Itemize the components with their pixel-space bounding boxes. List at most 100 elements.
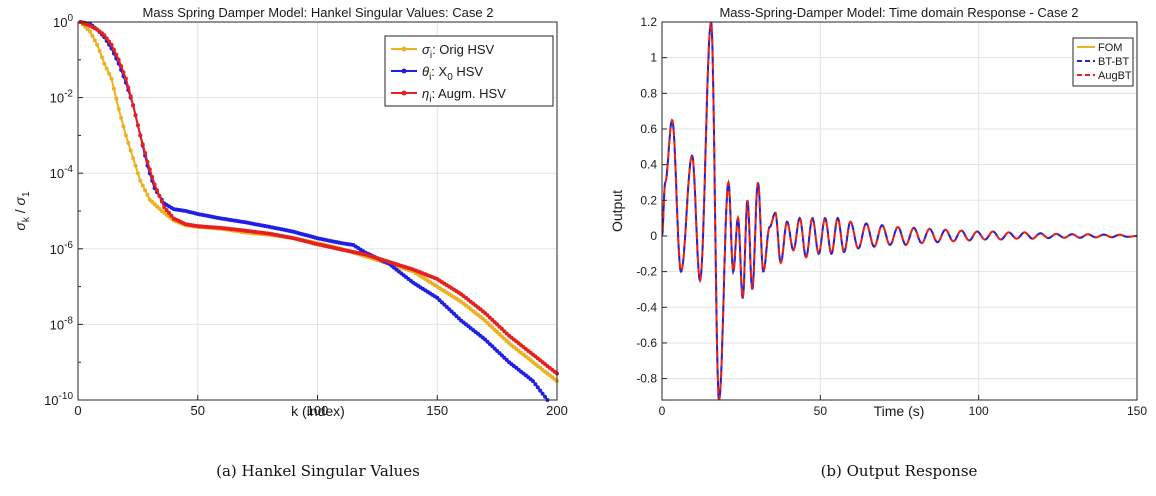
chart-a-point bbox=[116, 106, 121, 111]
hankel-singular-values-chart: Mass Spring Damper Model: Hankel Singula… bbox=[12, 5, 568, 419]
chart-b-ytick-label: 0.2 bbox=[640, 193, 657, 207]
chart-b-series-line-2 bbox=[662, 22, 1137, 400]
chart-a-point bbox=[119, 115, 124, 120]
chart-a-point bbox=[100, 55, 104, 60]
chart-a-point bbox=[116, 57, 121, 62]
chart-a-ylabel: σk / σ1 bbox=[12, 191, 32, 231]
chart-b-xtick-label: 100 bbox=[969, 404, 989, 418]
chart-a-point bbox=[140, 183, 145, 188]
chart-a-legend-label: ηi: Augm. HSV bbox=[422, 86, 506, 105]
chart-a-point bbox=[109, 42, 114, 47]
chart-a-point bbox=[102, 33, 107, 38]
svg-text:σk / σ1: σk / σ1 bbox=[12, 191, 32, 231]
chart-b-ytick-label: 1 bbox=[650, 51, 657, 65]
chart-a-point bbox=[104, 36, 109, 41]
chart-b-ylabel: Output bbox=[609, 190, 625, 232]
chart-a-point bbox=[543, 394, 547, 399]
chart-b-ticks: 0 50 100 150 -0.8 -0.6 -0.4 -0.2 0 0.2 0.4 0.6 0.8 1 1… bbox=[636, 15, 1147, 418]
chart-a-point bbox=[114, 52, 119, 57]
chart-a-point bbox=[157, 193, 162, 198]
chart-b-ytick-label: -0.2 bbox=[636, 265, 657, 279]
chart-a-point bbox=[128, 94, 133, 99]
chart-a-point bbox=[111, 47, 116, 52]
chart-b-xtick-label: 150 bbox=[1127, 404, 1147, 418]
chart-a-point bbox=[143, 188, 148, 193]
chart-a-point bbox=[126, 85, 131, 90]
chart-b-ytick-label: 1.2 bbox=[640, 15, 657, 29]
caption-a: (a) Hankel Singular Values bbox=[216, 462, 420, 480]
chart-a-legend-marker bbox=[401, 68, 407, 74]
chart-a-xtick-label: 100 bbox=[307, 403, 329, 418]
chart-a-point bbox=[107, 71, 112, 76]
caption-b: (b) Output Response bbox=[821, 462, 978, 480]
chart-a-point bbox=[97, 49, 102, 53]
chart-a-point bbox=[135, 123, 140, 128]
chart-a-ytick-label: 10-10 bbox=[44, 391, 73, 408]
chart-b-xlabel: Time (s) bbox=[874, 403, 925, 419]
chart-b-legend-label: FOM bbox=[1098, 42, 1122, 54]
chart-a-point bbox=[95, 42, 100, 47]
chart-a-point bbox=[90, 33, 95, 38]
chart-b-ytick-label: 0.4 bbox=[640, 158, 657, 172]
chart-b-xtick-label: 50 bbox=[814, 404, 828, 418]
chart-a-point bbox=[123, 133, 128, 138]
chart-a-point bbox=[109, 76, 114, 81]
chart-a-point bbox=[121, 124, 126, 129]
chart-a-point bbox=[169, 213, 174, 218]
chart-a-ytick-label: 10-6 bbox=[50, 240, 74, 257]
chart-b-axes-box bbox=[661, 21, 1138, 401]
chart-b-grid bbox=[661, 21, 1138, 400]
chart-a-point bbox=[133, 163, 138, 168]
chart-a-point bbox=[540, 391, 545, 396]
chart-a-point bbox=[114, 96, 119, 101]
chart-a-point bbox=[102, 61, 107, 66]
chart-a-point bbox=[531, 379, 535, 384]
chart-b-xtick-label: 0 bbox=[659, 404, 666, 418]
chart-a-point bbox=[131, 156, 136, 161]
chart-a-point bbox=[164, 208, 169, 213]
chart-a-point bbox=[147, 167, 152, 172]
chart-a-point bbox=[159, 199, 164, 204]
chart-a-series-markers-2 bbox=[78, 20, 559, 376]
chart-b-ytick-label: 0.8 bbox=[640, 86, 657, 100]
chart-a-point bbox=[88, 29, 92, 34]
chart-a-point bbox=[145, 159, 150, 164]
chart-a-ytick-label: 100 bbox=[53, 13, 73, 30]
chart-a-point bbox=[152, 182, 157, 187]
chart-a-point bbox=[135, 171, 140, 176]
chart-a-xtick-label: 150 bbox=[426, 403, 448, 418]
chart-a-point bbox=[104, 66, 109, 71]
chart-a-point bbox=[119, 64, 124, 69]
chart-b-ytick-label: -0.8 bbox=[636, 372, 657, 386]
chart-a-point bbox=[126, 141, 131, 145]
chart-b-ytick-label: -0.6 bbox=[636, 336, 657, 350]
chart-a-point bbox=[538, 388, 543, 393]
chart-a-xtick-label: 200 bbox=[546, 403, 568, 418]
chart-a-ticks: 0 50 100 150 200 100 10-2 10-4 10-6 10-8 10-10 bbox=[44, 13, 568, 418]
chart-a-point bbox=[140, 142, 145, 147]
chart-a-point bbox=[167, 210, 171, 215]
chart-a-series bbox=[78, 20, 559, 402]
chart-a-point bbox=[111, 86, 116, 91]
chart-a-legend-label: σi: Orig HSV bbox=[422, 42, 495, 61]
chart-a-point bbox=[123, 76, 128, 81]
chart-a-point bbox=[131, 103, 136, 108]
chart-a-legend-marker bbox=[401, 46, 407, 52]
chart-b-series bbox=[662, 22, 1137, 400]
chart-a-point bbox=[143, 151, 148, 155]
chart-a-point bbox=[138, 133, 143, 138]
chart-a-title: Mass Spring Damper Model: Hankel Singula… bbox=[143, 5, 494, 20]
chart-b-legend-label: AugBT bbox=[1098, 70, 1132, 82]
chart-a-point bbox=[150, 175, 155, 179]
chart-b-title: Mass-Spring-Damper Model: Time domain Re… bbox=[719, 5, 1078, 20]
chart-b-legend-label: BT-BT bbox=[1098, 56, 1129, 68]
chart-b-ytick-label: 0 bbox=[650, 229, 657, 243]
chart-a-point bbox=[162, 205, 167, 210]
chart-a-legend: σi: Orig HSV θi: X0 HSV ηi: Augm. HSV bbox=[384, 35, 554, 107]
chart-a-point bbox=[133, 113, 138, 118]
chart-b-legend: FOM BT-BT AugBT bbox=[1072, 37, 1134, 87]
chart-a-legend-label: θi: X0 HSV bbox=[422, 64, 483, 83]
chart-a-ytick-label: 10-2 bbox=[50, 89, 74, 106]
chart-a-xtick-label: 50 bbox=[191, 403, 205, 418]
